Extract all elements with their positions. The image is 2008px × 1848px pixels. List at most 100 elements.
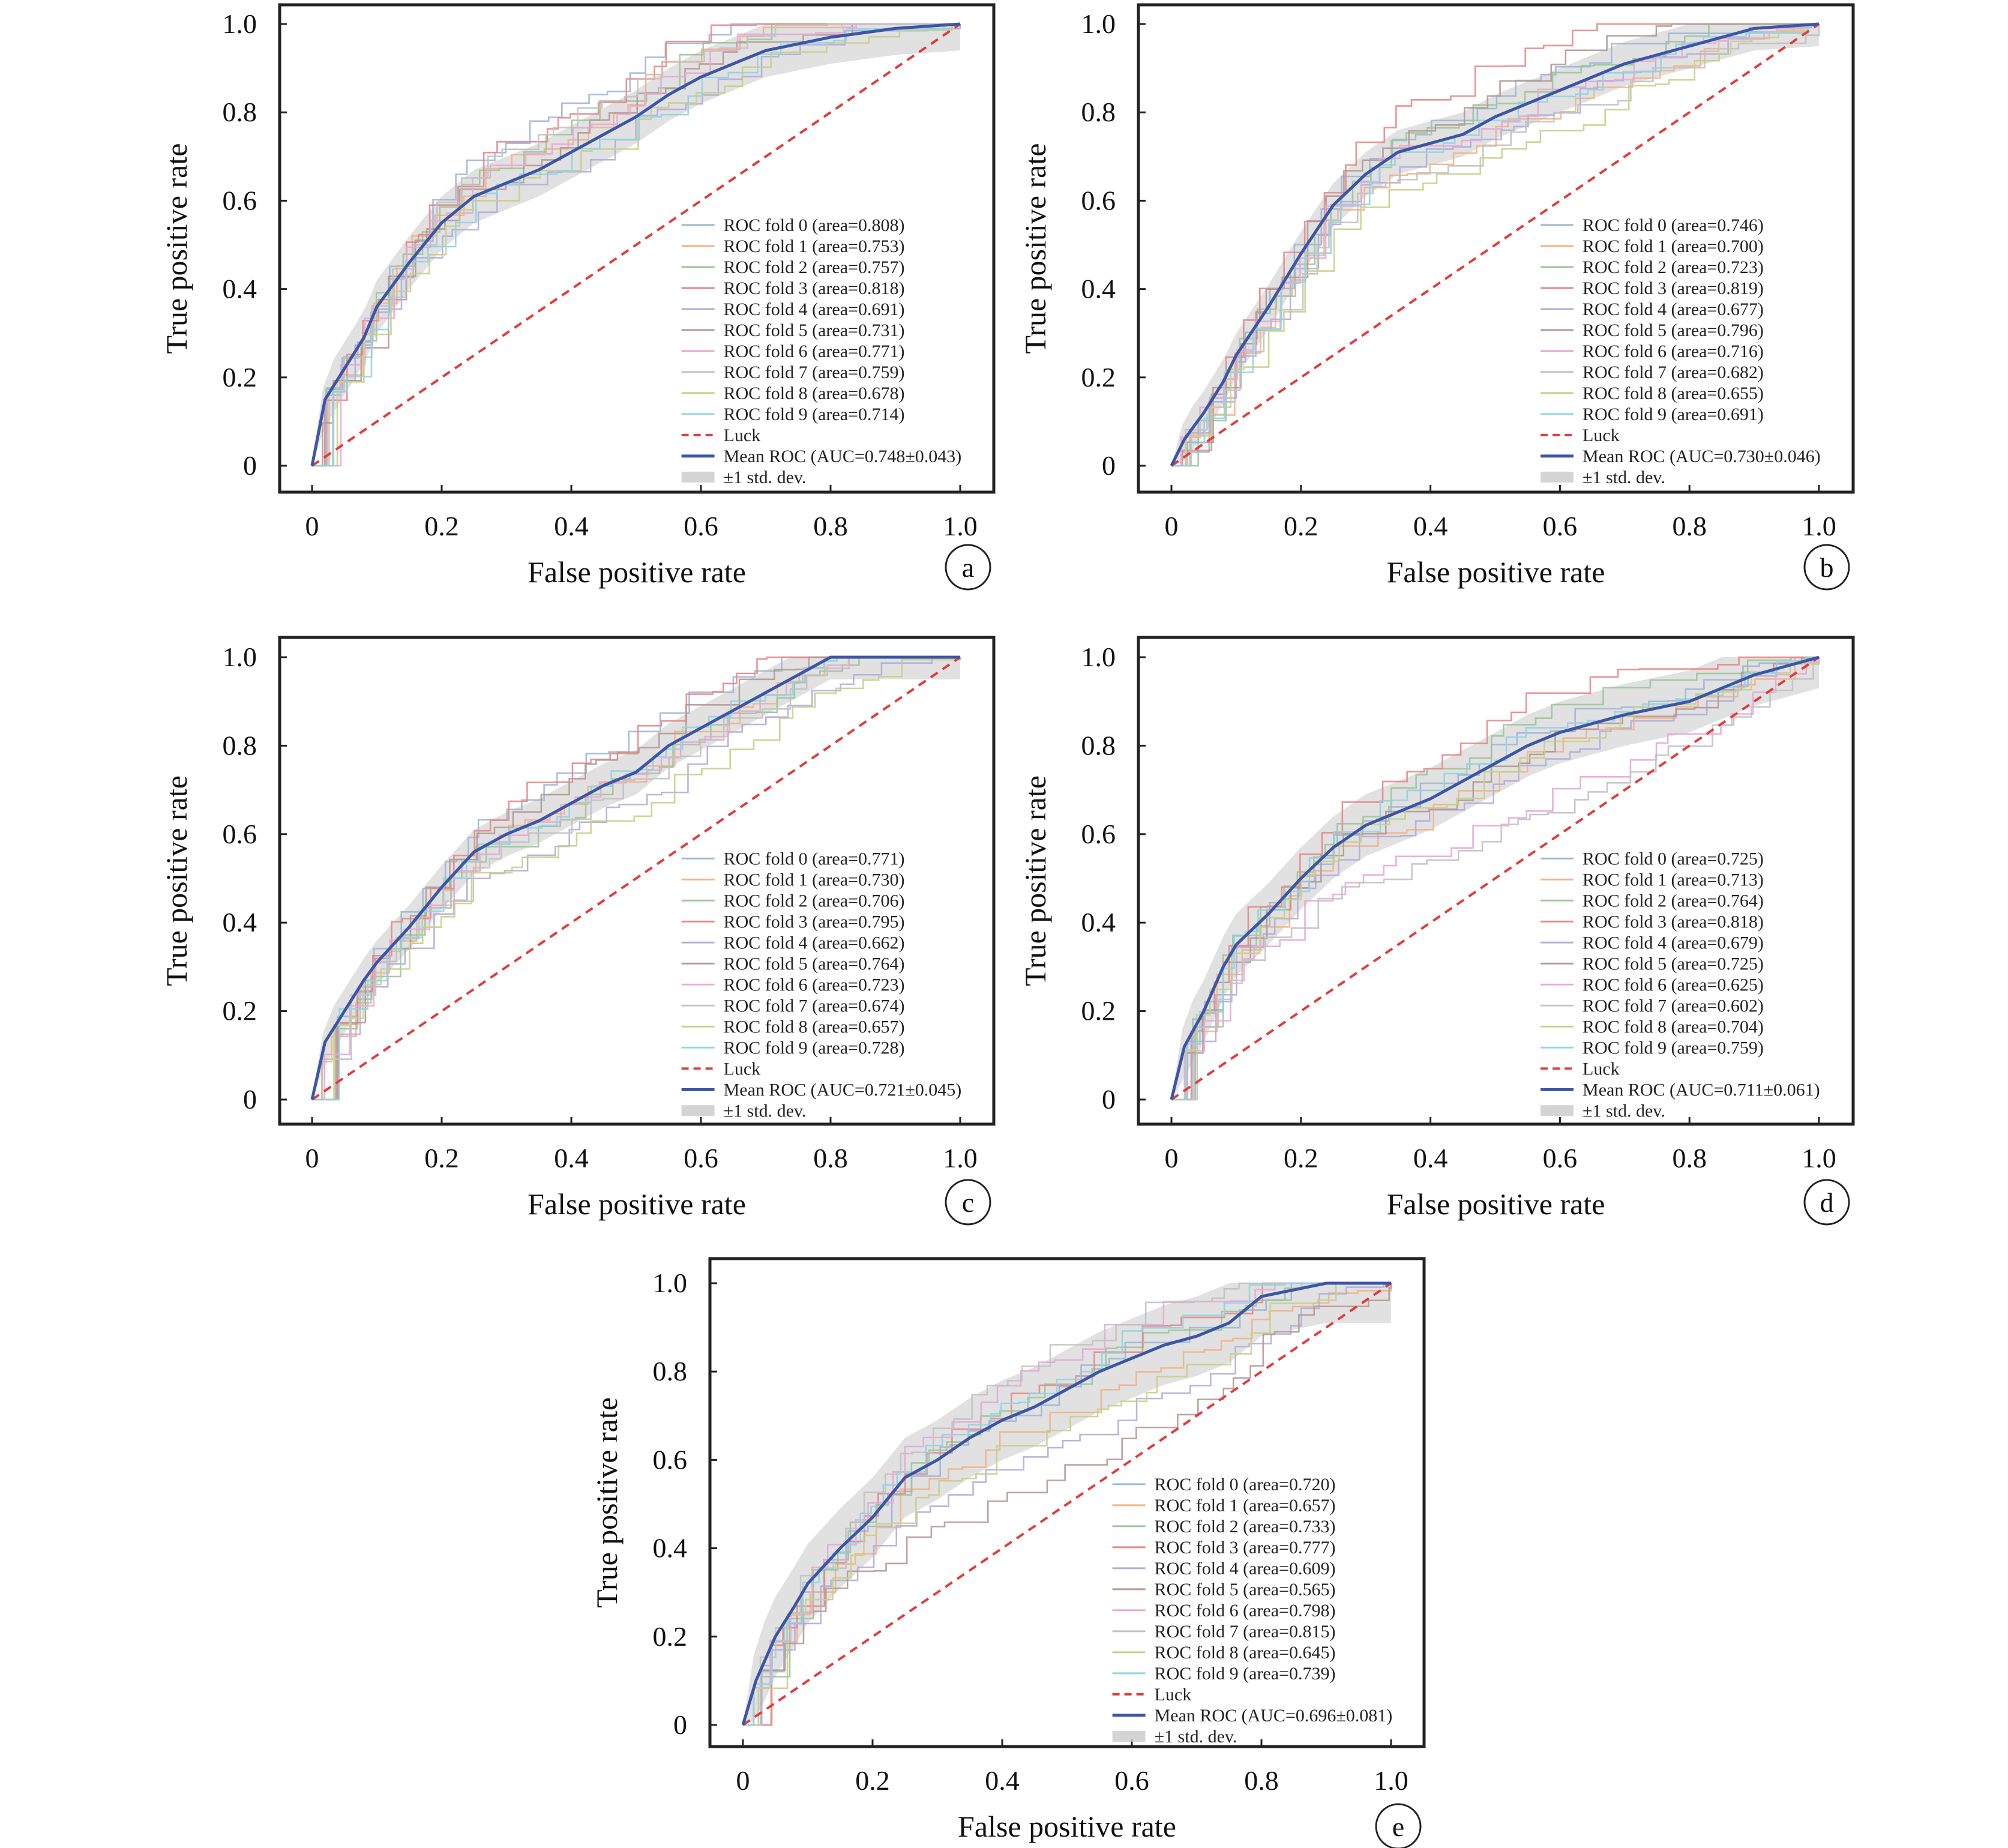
legend-entry: ROC fold 6 (area=0.771) bbox=[724, 342, 905, 361]
roc-panel-b: 0 0.2 0.4 0.6 0.8 1.0 0 0.2 0.4 0.6 0.8 1.0 False po… bbox=[1018, 3, 1855, 591]
legend-entry: ROC fold 4 (area=0.662) bbox=[724, 933, 905, 953]
legend-entry: ROC fold 2 (area=0.723) bbox=[1583, 257, 1764, 277]
roc-fold-5-line bbox=[743, 1283, 1392, 1726]
x-tick-label: 0.4 bbox=[1413, 511, 1448, 541]
luck-line bbox=[311, 656, 961, 1101]
x-tick-label: 0 bbox=[305, 511, 319, 541]
legend-entry: ROC fold 5 (area=0.764) bbox=[724, 954, 905, 974]
x-tick-label: 0.8 bbox=[813, 1143, 848, 1173]
legend-entry: ROC fold 8 (area=0.645) bbox=[1155, 1643, 1336, 1663]
y-tick-label: 1.0 bbox=[653, 1268, 688, 1298]
x-tick-label: 0 bbox=[1165, 511, 1179, 541]
x-tick-label: 0.4 bbox=[1413, 1143, 1448, 1173]
legend-entry: ROC fold 3 (area=0.795) bbox=[724, 912, 905, 932]
x-tick-label: 0.6 bbox=[684, 1143, 718, 1173]
legend-entry: ROC fold 8 (area=0.657) bbox=[724, 1017, 905, 1037]
mean-roc-line bbox=[310, 655, 960, 1100]
legend-entry: ROC fold 3 (area=0.818) bbox=[724, 278, 905, 298]
x-tick-label: 0.8 bbox=[813, 511, 848, 541]
y-tick-label: 0.4 bbox=[223, 907, 257, 938]
y-tick-label: 0 bbox=[673, 1709, 687, 1740]
y-axis-title: True positive rate bbox=[160, 143, 193, 354]
y-tick-label: 0.8 bbox=[223, 730, 257, 760]
legend-entry: ROC fold 8 (area=0.678) bbox=[724, 384, 905, 403]
legend-entry: ROC fold 0 (area=0.725) bbox=[1583, 849, 1764, 868]
roc-fold-0-line bbox=[312, 656, 960, 1101]
mean-roc-line bbox=[1170, 22, 1820, 467]
roc-fold-8-line bbox=[1171, 23, 1819, 467]
y-tick-label: 0.4 bbox=[1081, 274, 1116, 304]
mean-roc-line bbox=[1170, 655, 1820, 1100]
roc-panel-a: 0 0.2 0.4 0.6 0.8 1.0 0 0.2 0.4 0.6 0.8 1.0 False po… bbox=[160, 3, 996, 591]
panel-label-circle bbox=[1375, 1803, 1422, 1848]
x-tick-label: 0.6 bbox=[1543, 511, 1578, 541]
legend-entry: ROC fold 1 (area=0.700) bbox=[1583, 236, 1764, 256]
roc-fold-2-line bbox=[1171, 657, 1820, 1101]
legend-entry: ±1 std. dev. bbox=[1583, 468, 1665, 487]
x-tick-label: 1.0 bbox=[943, 511, 978, 541]
x-tick-label: 0.4 bbox=[554, 1143, 589, 1173]
y-tick-label: 0.6 bbox=[1081, 185, 1116, 215]
legend-entry: ROC fold 9 (area=0.714) bbox=[724, 405, 905, 424]
plot-frame bbox=[1137, 3, 1855, 494]
roc-fold-8-line bbox=[1171, 656, 1819, 1101]
legend-entry: ROC fold 3 (area=0.777) bbox=[1155, 1538, 1336, 1558]
legend-entry: ROC fold 2 (area=0.764) bbox=[1583, 891, 1764, 910]
roc-fold-6-line bbox=[1171, 657, 1820, 1101]
roc-fold-3-line bbox=[1171, 23, 1819, 467]
y-tick-label: 0.6 bbox=[223, 819, 257, 849]
roc-panel-e: 0 0.2 0.4 0.6 0.8 1.0 0 0.2 0.4 0.6 0.8 1.0 False po… bbox=[590, 1257, 1426, 1848]
luck-line bbox=[311, 23, 961, 467]
roc-fold-4-line bbox=[1171, 657, 1820, 1101]
legend-entry: Luck bbox=[724, 1059, 761, 1079]
x-tick-label: 0.2 bbox=[424, 511, 459, 541]
panel-label-circle bbox=[945, 1179, 991, 1226]
x-axis-title: False positive rate bbox=[1387, 1187, 1605, 1221]
legend-entry: ROC fold 5 (area=0.725) bbox=[1583, 954, 1764, 974]
y-tick-label: 0.4 bbox=[1081, 907, 1116, 938]
luck-line bbox=[742, 1282, 1392, 1726]
plot-frame bbox=[1137, 636, 1855, 1126]
y-tick-label: 1.0 bbox=[1081, 642, 1116, 672]
legend-entry: ROC fold 1 (area=0.753) bbox=[724, 236, 905, 256]
y-tick-label: 0 bbox=[243, 450, 257, 481]
legend-entry: ROC fold 1 (area=0.657) bbox=[1155, 1496, 1336, 1515]
legend-entry: Mean ROC (AUC=0.696±0.081) bbox=[1155, 1706, 1393, 1726]
legend-entry: ROC fold 5 (area=0.731) bbox=[724, 321, 905, 340]
roc-fold-2-line bbox=[1171, 23, 1819, 467]
y-axis-title: True positive rate bbox=[1018, 143, 1052, 354]
panel-label-circle bbox=[1803, 544, 1850, 591]
legend-entry: ROC fold 8 (area=0.655) bbox=[1583, 384, 1764, 403]
y-tick-label: 1.0 bbox=[1081, 8, 1116, 39]
roc-fold-8-line bbox=[743, 1282, 1391, 1726]
x-tick-label: 0.2 bbox=[855, 1765, 890, 1796]
legend-entry: ROC fold 6 (area=0.798) bbox=[1155, 1601, 1336, 1621]
roc-fold-5-line bbox=[312, 23, 960, 467]
legend-entry: ±1 std. dev. bbox=[724, 468, 807, 487]
y-tick-label: 1.0 bbox=[223, 642, 257, 672]
roc-fold-1-line bbox=[1171, 23, 1819, 467]
x-axis-title: False positive rate bbox=[1387, 555, 1605, 589]
legend-entry: ROC fold 9 (area=0.728) bbox=[724, 1038, 905, 1058]
y-tick-label: 0.2 bbox=[1081, 362, 1116, 393]
roc-fold-3-line bbox=[1171, 656, 1819, 1101]
roc-fold-9-line bbox=[1171, 23, 1820, 467]
luck-line bbox=[1170, 656, 1820, 1101]
plot-frame bbox=[278, 3, 996, 494]
roc-fold-7-line bbox=[743, 1282, 1391, 1726]
legend-entry: Luck bbox=[1583, 426, 1620, 445]
y-axis-title: True positive rate bbox=[160, 775, 193, 986]
plot-frame bbox=[708, 1257, 1426, 1748]
roc-fold-4-line bbox=[312, 656, 960, 1101]
legend-entry: ROC fold 2 (area=0.706) bbox=[724, 891, 905, 910]
legend-entry: Mean ROC (AUC=0.711±0.061) bbox=[1583, 1080, 1820, 1100]
legend-entry: ROC fold 4 (area=0.677) bbox=[1583, 299, 1764, 319]
legend-swatch-band bbox=[1541, 1105, 1574, 1116]
x-tick-label: 0.8 bbox=[1672, 1143, 1707, 1173]
legend-entry: ±1 std. dev. bbox=[1155, 1727, 1237, 1747]
legend-entry: ROC fold 4 (area=0.609) bbox=[1155, 1559, 1336, 1579]
roc-fold-6-line bbox=[312, 23, 960, 467]
y-tick-label: 0.6 bbox=[223, 185, 257, 215]
x-tick-label: 0.6 bbox=[1543, 1143, 1578, 1173]
